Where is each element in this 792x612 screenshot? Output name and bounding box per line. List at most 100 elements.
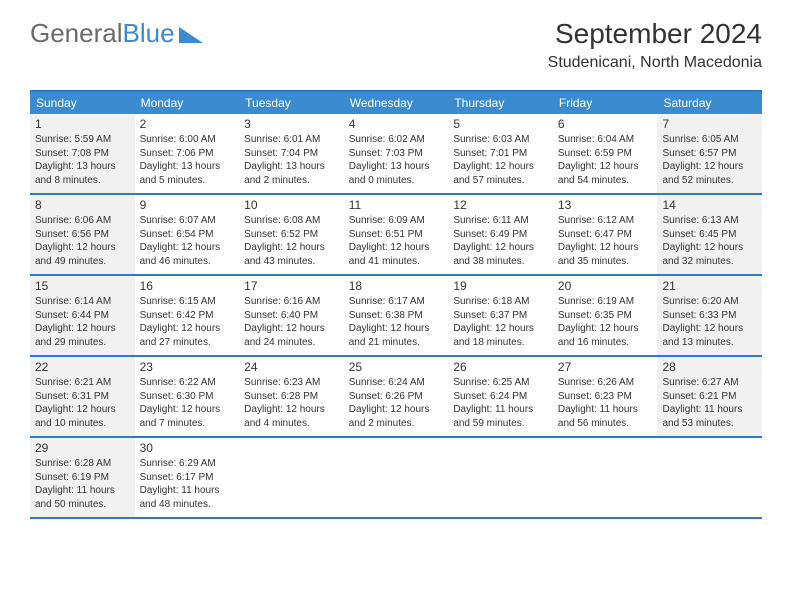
day-header: Tuesday [239, 92, 344, 114]
week-row: 15Sunrise: 6:14 AMSunset: 6:44 PMDayligh… [30, 276, 762, 357]
sunrise-text: Sunrise: 6:25 AM [453, 376, 548, 390]
daylight-text: Daylight: 12 hours and 4 minutes. [244, 403, 339, 430]
day-info: Sunrise: 6:08 AMSunset: 6:52 PMDaylight:… [244, 214, 339, 268]
daylight-text: Daylight: 12 hours and 38 minutes. [453, 241, 548, 268]
day-cell: 26Sunrise: 6:25 AMSunset: 6:24 PMDayligh… [448, 357, 553, 436]
day-number: 24 [244, 360, 339, 374]
day-info: Sunrise: 6:06 AMSunset: 6:56 PMDaylight:… [35, 214, 130, 268]
daylight-text: Daylight: 12 hours and 43 minutes. [244, 241, 339, 268]
day-header: Sunday [30, 92, 135, 114]
day-cell: 18 Sunrise: 6:17 AMSunset: 6:38 PMDayligh… [344, 276, 449, 355]
sunset-text: Sunset: 6:30 PM [140, 390, 235, 404]
daylight-text: Daylight: 13 hours and 2 minutes. [244, 160, 339, 187]
daylight-text: Daylight: 12 hours and 52 minutes. [662, 160, 757, 187]
sunset-text: Sunset: 7:04 PM [244, 147, 339, 161]
day-number: 17 [244, 279, 339, 293]
sunrise-text: Sunrise: 6:22 AM [140, 376, 235, 390]
daylight-text: Daylight: 12 hours and 18 minutes. [453, 322, 548, 349]
sunrise-text: Sunrise: 6:08 AM [244, 214, 339, 228]
day-header-row: SundayMondayTuesdayWednesdayThursdayFrid… [30, 92, 762, 114]
day-info: Sunrise: 6:28 AMSunset: 6:19 PMDaylight:… [35, 457, 130, 511]
daylight-text: Daylight: 12 hours and 13 minutes. [662, 322, 757, 349]
daylight-text: Daylight: 11 hours and 50 minutes. [35, 484, 130, 511]
sunset-text: Sunset: 6:21 PM [662, 390, 757, 404]
day-number: 6 [558, 117, 653, 131]
sunrise-text: Sunrise: 6:17 AM [349, 295, 444, 309]
sunset-text: Sunset: 6:56 PM [35, 228, 130, 242]
day-number: 3 [244, 117, 339, 131]
sunrise-text: Sunrise: 6:03 AM [453, 133, 548, 147]
day-number: 1 [35, 117, 130, 131]
sunrise-text: Sunrise: 6:09 AM [349, 214, 444, 228]
empty-cell [657, 438, 762, 517]
day-number: 18 [349, 279, 444, 293]
day-info: Sunrise: 6:17 AMSunset: 6:38 PMDaylight:… [349, 295, 444, 349]
sunrise-text: Sunrise: 6:19 AM [558, 295, 653, 309]
sunset-text: Sunset: 6:40 PM [244, 309, 339, 323]
sunset-text: Sunset: 6:59 PM [558, 147, 653, 161]
day-number: 23 [140, 360, 235, 374]
day-number: 16 [140, 279, 235, 293]
sunset-text: Sunset: 6:31 PM [35, 390, 130, 404]
day-cell: 10Sunrise: 6:08 AMSunset: 6:52 PMDayligh… [239, 195, 344, 274]
sunset-text: Sunset: 7:06 PM [140, 147, 235, 161]
sunrise-text: Sunrise: 6:23 AM [244, 376, 339, 390]
sunset-text: Sunset: 6:52 PM [244, 228, 339, 242]
title-block: September 2024 Studenicani, North Macedo… [548, 18, 762, 72]
day-number: 27 [558, 360, 653, 374]
day-number: 13 [558, 198, 653, 212]
week-row: 1Sunrise: 5:59 AMSunset: 7:08 PMDaylight… [30, 114, 762, 195]
sunset-text: Sunset: 6:28 PM [244, 390, 339, 404]
sunrise-text: Sunrise: 6:13 AM [662, 214, 757, 228]
day-cell: 11Sunrise: 6:09 AMSunset: 6:51 PMDayligh… [344, 195, 449, 274]
day-cell: 4Sunrise: 6:02 AMSunset: 7:03 PMDaylight… [344, 114, 449, 193]
sunrise-text: Sunrise: 6:00 AM [140, 133, 235, 147]
day-number: 8 [35, 198, 130, 212]
week-row: 8Sunrise: 6:06 AMSunset: 6:56 PMDaylight… [30, 195, 762, 276]
day-cell: 19Sunrise: 6:18 AMSunset: 6:37 PMDayligh… [448, 276, 553, 355]
day-info: Sunrise: 6:11 AMSunset: 6:49 PMDaylight:… [453, 214, 548, 268]
day-info: Sunrise: 6:20 AMSunset: 6:33 PMDaylight:… [662, 295, 757, 349]
sunset-text: Sunset: 6:57 PM [662, 147, 757, 161]
sunset-text: Sunset: 6:51 PM [349, 228, 444, 242]
logo-triangle-icon [179, 25, 203, 43]
day-info: Sunrise: 6:05 AMSunset: 6:57 PMDaylight:… [662, 133, 757, 187]
daylight-text: Daylight: 12 hours and 57 minutes. [453, 160, 548, 187]
day-cell: 1Sunrise: 5:59 AMSunset: 7:08 PMDaylight… [30, 114, 135, 193]
sunrise-text: Sunrise: 6:04 AM [558, 133, 653, 147]
day-header: Friday [553, 92, 658, 114]
empty-cell [344, 438, 449, 517]
sunrise-text: Sunrise: 6:24 AM [349, 376, 444, 390]
day-info: Sunrise: 6:04 AMSunset: 6:59 PMDaylight:… [558, 133, 653, 187]
daylight-text: Daylight: 12 hours and 32 minutes. [662, 241, 757, 268]
sunrise-text: Sunrise: 6:11 AM [453, 214, 548, 228]
daylight-text: Daylight: 12 hours and 7 minutes. [140, 403, 235, 430]
sunrise-text: Sunrise: 6:29 AM [140, 457, 235, 471]
sunset-text: Sunset: 7:01 PM [453, 147, 548, 161]
sunset-text: Sunset: 6:35 PM [558, 309, 653, 323]
sunset-text: Sunset: 6:38 PM [349, 309, 444, 323]
sunrise-text: Sunrise: 6:16 AM [244, 295, 339, 309]
day-number: 26 [453, 360, 548, 374]
sunset-text: Sunset: 6:42 PM [140, 309, 235, 323]
sunrise-text: Sunrise: 6:12 AM [558, 214, 653, 228]
sunrise-text: Sunrise: 6:06 AM [35, 214, 130, 228]
day-cell: 5 Sunrise: 6:03 AMSunset: 7:01 PMDaylight… [448, 114, 553, 193]
day-info: Sunrise: 6:14 AMSunset: 6:44 PMDaylight:… [35, 295, 130, 349]
day-info: Sunrise: 6:15 AMSunset: 6:42 PMDaylight:… [140, 295, 235, 349]
day-info: Sunrise: 6:13 AMSunset: 6:45 PMDaylight:… [662, 214, 757, 268]
sunrise-text: Sunrise: 6:26 AM [558, 376, 653, 390]
day-cell: 9Sunrise: 6:07 AMSunset: 6:54 PMDaylight… [135, 195, 240, 274]
day-number: 14 [662, 198, 757, 212]
sunrise-text: Sunrise: 5:59 AM [35, 133, 130, 147]
daylight-text: Daylight: 12 hours and 24 minutes. [244, 322, 339, 349]
sunset-text: Sunset: 7:03 PM [349, 147, 444, 161]
day-number: 5 [453, 117, 548, 131]
day-cell: 21Sunrise: 6:20 AMSunset: 6:33 PMDayligh… [657, 276, 762, 355]
logo-text-1: General [30, 18, 123, 49]
day-cell: 27Sunrise: 6:26 AMSunset: 6:23 PMDayligh… [553, 357, 658, 436]
day-info: Sunrise: 6:24 AMSunset: 6:26 PMDaylight:… [349, 376, 444, 430]
sunset-text: Sunset: 6:26 PM [349, 390, 444, 404]
day-cell: 20Sunrise: 6:19 AMSunset: 6:35 PMDayligh… [553, 276, 658, 355]
daylight-text: Daylight: 12 hours and 2 minutes. [349, 403, 444, 430]
